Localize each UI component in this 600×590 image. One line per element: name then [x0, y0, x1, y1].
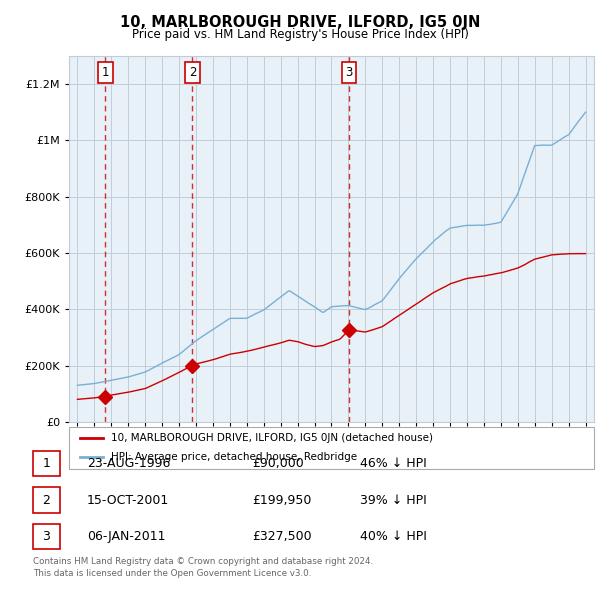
Text: HPI: Average price, detached house, Redbridge: HPI: Average price, detached house, Redb…	[111, 452, 357, 462]
Text: 2: 2	[189, 66, 196, 79]
Text: 15-OCT-2001: 15-OCT-2001	[87, 493, 169, 507]
FancyBboxPatch shape	[33, 487, 60, 513]
Text: £90,000: £90,000	[252, 457, 304, 470]
Text: 23-AUG-1996: 23-AUG-1996	[87, 457, 170, 470]
Text: This data is licensed under the Open Government Licence v3.0.: This data is licensed under the Open Gov…	[33, 569, 311, 578]
Text: Price paid vs. HM Land Registry's House Price Index (HPI): Price paid vs. HM Land Registry's House …	[131, 28, 469, 41]
FancyBboxPatch shape	[33, 524, 60, 549]
Text: 46% ↓ HPI: 46% ↓ HPI	[360, 457, 427, 470]
Text: 1: 1	[101, 66, 109, 79]
Text: £327,500: £327,500	[252, 530, 311, 543]
Text: Contains HM Land Registry data © Crown copyright and database right 2024.: Contains HM Land Registry data © Crown c…	[33, 558, 373, 566]
Text: 10, MARLBOROUGH DRIVE, ILFORD, IG5 0JN: 10, MARLBOROUGH DRIVE, ILFORD, IG5 0JN	[120, 15, 480, 30]
Text: 10, MARLBOROUGH DRIVE, ILFORD, IG5 0JN (detached house): 10, MARLBOROUGH DRIVE, ILFORD, IG5 0JN (…	[111, 434, 433, 444]
FancyBboxPatch shape	[33, 451, 60, 476]
Text: 39% ↓ HPI: 39% ↓ HPI	[360, 493, 427, 507]
FancyBboxPatch shape	[69, 427, 594, 469]
Text: 06-JAN-2011: 06-JAN-2011	[87, 530, 166, 543]
Text: 2: 2	[43, 493, 50, 507]
Text: 40% ↓ HPI: 40% ↓ HPI	[360, 530, 427, 543]
Text: £199,950: £199,950	[252, 493, 311, 507]
Text: 3: 3	[345, 66, 352, 79]
Text: 1: 1	[43, 457, 50, 470]
Text: 3: 3	[43, 530, 50, 543]
